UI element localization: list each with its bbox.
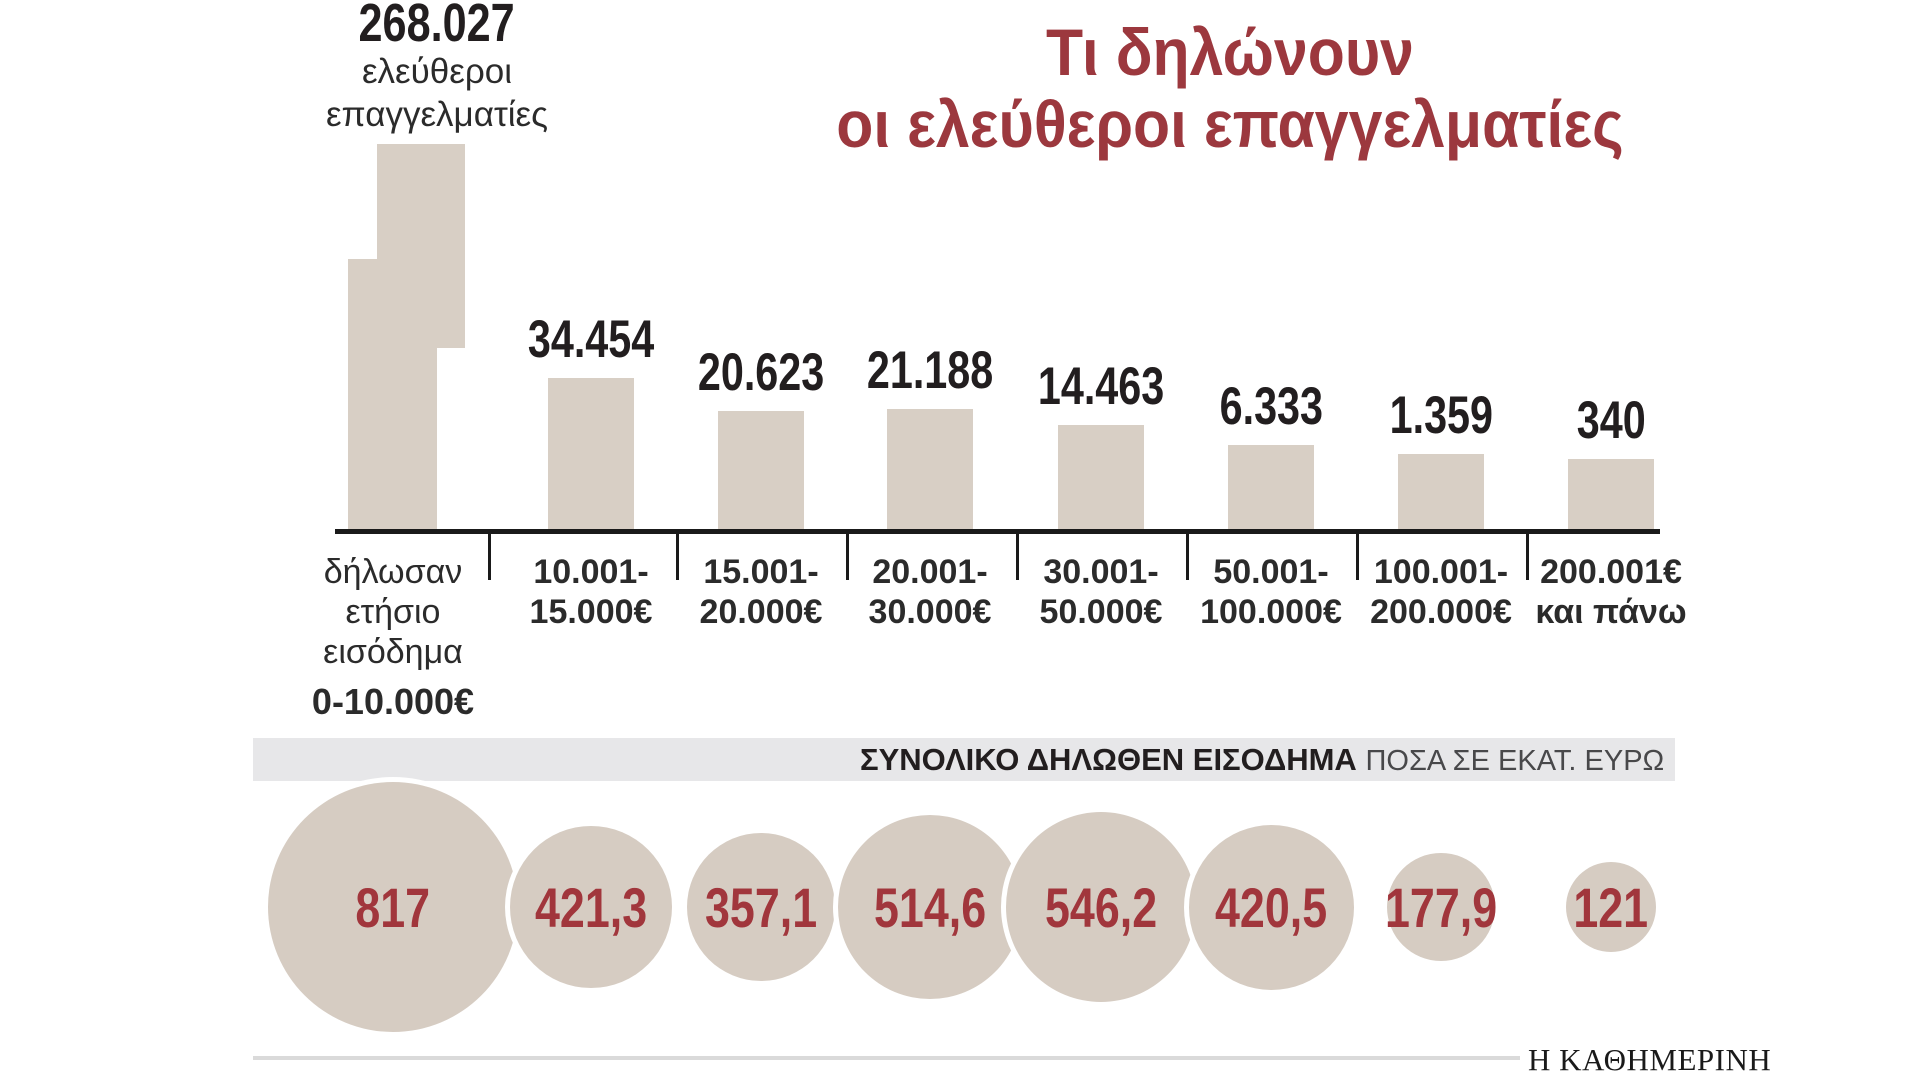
bar-value-label: 340 [1576, 391, 1646, 450]
category-label: 10.001- 15.000€ [529, 553, 653, 631]
bubble-value: 514,6 [873, 875, 987, 939]
axis-tick [1526, 532, 1529, 580]
first-bar-annotation: 268.027 ελεύθεροι επαγγελματίες [287, 0, 587, 136]
bubble: 421,3 [510, 826, 672, 988]
category-label: 30.001- 50.000€ [1039, 553, 1163, 631]
bubble-value: 121 [1573, 875, 1649, 939]
bubble-section-subtitle: ΠΟΣΑ ΣΕ ΕΚΑΤ. ΕΥΡΩ [1365, 745, 1665, 777]
bubble-value: 421,3 [534, 875, 648, 939]
first-bar-label-line1: ελεύθεροι [361, 52, 513, 91]
bar-value-label: 20.623 [697, 343, 825, 402]
first-bar-value: 268.027 [358, 0, 516, 53]
bubble: 121 [1566, 862, 1656, 952]
bar [548, 378, 634, 529]
bar-0-10000-lower-segment [348, 259, 437, 531]
category-label: 200.001€ και πάνω [1535, 553, 1687, 631]
bar-value-label: 34.454 [527, 310, 655, 369]
bar-value-label: 21.188 [866, 341, 994, 400]
bubble-value: 177,9 [1384, 875, 1498, 939]
chart-title-line2: οι ελεύθεροι επαγγελματίες [836, 87, 1624, 161]
bubble-section-heading: ΣΥΝΟΛΙΚΟ ΔΗΛΩΘΕΝ ΕΙΣΟΔΗΜΑ ΠΟΣΑ ΣΕ ΕΚΑΤ. … [860, 742, 1664, 779]
bubble: 420,5 [1188, 824, 1354, 990]
axis-tick [1356, 532, 1359, 580]
bubble: 514,6 [838, 815, 1022, 999]
bubble: 546,2 [1006, 812, 1196, 1002]
bubble-value: 817 [355, 875, 431, 939]
bar [1228, 445, 1314, 529]
bubble: 817 [268, 782, 518, 1032]
footer-divider-line [253, 1056, 1520, 1060]
bar-value-label: 1.359 [1389, 386, 1493, 445]
bar [887, 409, 973, 529]
axis-tick [846, 532, 849, 580]
bubble: 177,9 [1384, 853, 1498, 961]
axis-tick [676, 532, 679, 580]
axis-tick [1016, 532, 1019, 580]
bubble-value: 546,2 [1044, 875, 1158, 939]
bar [1568, 459, 1654, 529]
bubble-section-band: ΣΥΝΟΛΙΚΟ ΔΗΛΩΘΕΝ ΕΙΣΟΔΗΜΑ ΠΟΣΑ ΣΕ ΕΚΑΤ. … [253, 738, 1675, 781]
bubble-value: 357,1 [704, 875, 818, 939]
axis-tick [488, 532, 491, 580]
bar [718, 411, 804, 529]
bubble: 357,1 [687, 833, 835, 981]
chart-title: Τι δηλώνουν οι ελεύθεροι επαγγελματίες [780, 16, 1680, 160]
category-label: 100.001- 200.000€ [1370, 553, 1512, 631]
bubble-section-title: ΣΥΝΟΛΙΚΟ ΔΗΛΩΘΕΝ ΕΙΣΟΔΗΜΑ [860, 742, 1357, 777]
category-label: δήλωσαν ετήσιο εισόδημα 0-10.000€ [311, 553, 475, 722]
axis-tick [1186, 532, 1189, 580]
x-axis-line [335, 529, 1660, 534]
newspaper-logo: Η ΚΑΘΗΜΕΡΙΝΗ [1528, 1042, 1772, 1077]
bar-value-label: 6.333 [1219, 377, 1323, 436]
bubble-value: 420,5 [1214, 875, 1328, 939]
bar [1058, 425, 1144, 529]
category-label: 15.001- 20.000€ [699, 553, 823, 631]
category-label: 20.001- 30.000€ [868, 553, 992, 631]
bar [1398, 454, 1484, 529]
bar-value-label: 14.463 [1037, 357, 1165, 416]
first-bar-label-line2: επαγγελματίες [325, 95, 549, 134]
chart-title-line1: Τι δηλώνουν [1046, 15, 1414, 89]
category-label: 50.001- 100.000€ [1200, 553, 1342, 631]
